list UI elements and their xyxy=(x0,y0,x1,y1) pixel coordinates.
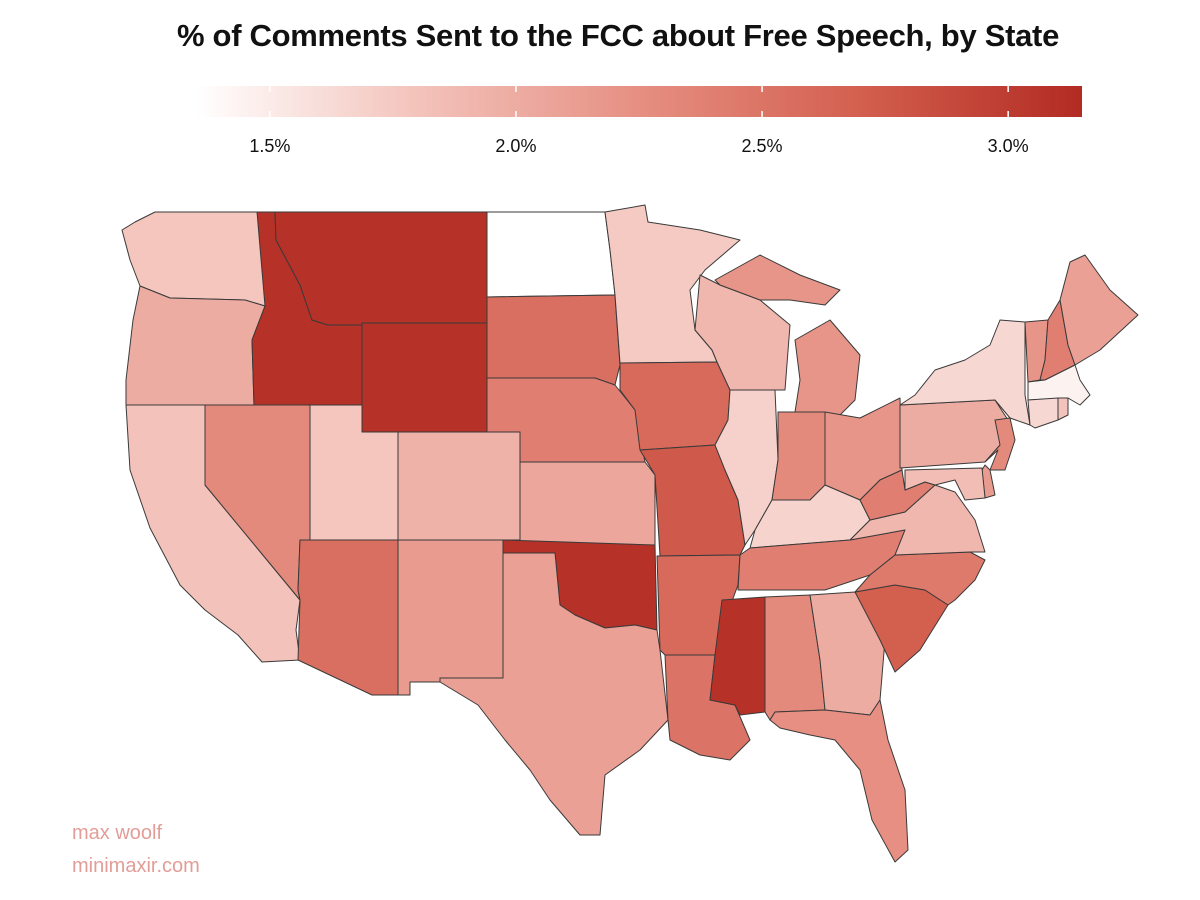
state-ri[interactable] xyxy=(1057,397,1069,421)
state-ct[interactable] xyxy=(1027,397,1059,429)
state-nd[interactable] xyxy=(486,211,616,298)
state-mi[interactable] xyxy=(714,254,861,416)
state-md[interactable] xyxy=(904,467,986,501)
state-pa[interactable] xyxy=(899,399,1009,469)
color-scale-legend: 1.5% 2.0% 2.5% 3.0% xyxy=(196,86,1082,156)
state-tx[interactable] xyxy=(439,552,669,836)
state-co[interactable] xyxy=(397,431,521,541)
state-sd[interactable] xyxy=(486,294,621,386)
state-fl[interactable] xyxy=(769,699,909,863)
state-nm[interactable] xyxy=(397,539,504,696)
color-scale-ticks: 1.5% 2.0% 2.5% 3.0% xyxy=(249,86,1029,156)
color-scale-tick-label: 1.5% xyxy=(249,136,290,156)
state-ny[interactable] xyxy=(899,319,1031,426)
color-scale-tick-label: 2.0% xyxy=(495,136,536,156)
page-title: % of Comments Sent to the FCC about Free… xyxy=(176,18,1060,53)
color-scale-tick-label: 3.0% xyxy=(988,136,1029,156)
credit-website: minimaxir.com xyxy=(72,855,200,877)
state-me[interactable] xyxy=(1059,254,1139,366)
state-il[interactable] xyxy=(714,389,779,546)
state-mn[interactable] xyxy=(604,204,741,364)
credit-author: max woolf xyxy=(72,822,163,844)
state-az[interactable] xyxy=(297,539,399,696)
state-wy[interactable] xyxy=(361,322,488,433)
color-scale-bar xyxy=(196,86,1082,117)
state-or[interactable] xyxy=(125,285,266,406)
state-ks[interactable] xyxy=(519,461,656,546)
color-scale-tick-label: 2.5% xyxy=(742,136,783,156)
